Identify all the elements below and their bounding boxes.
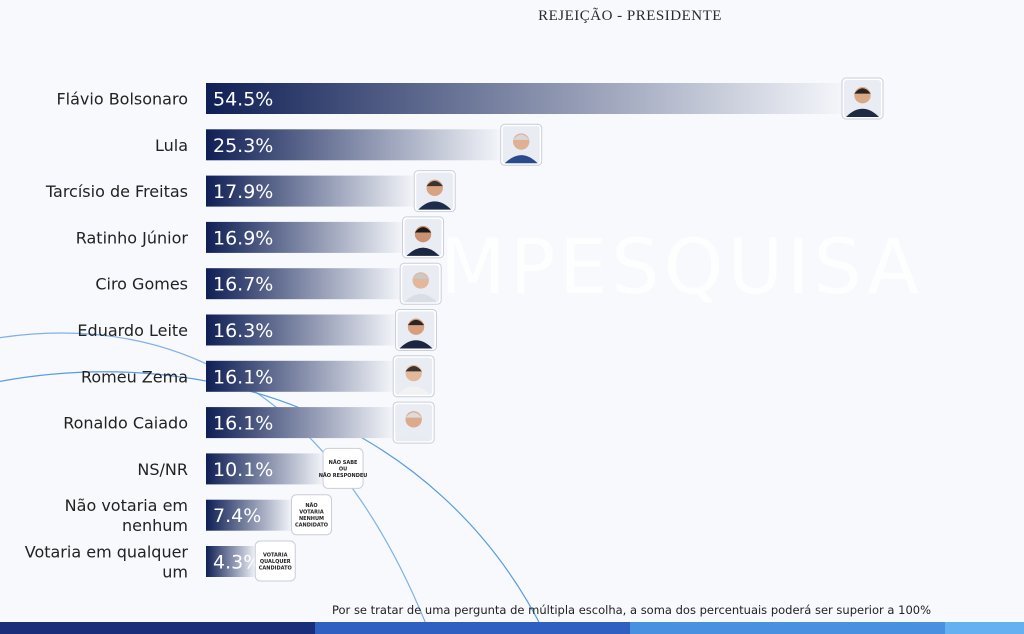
- category-label: Ciro Gomes: [95, 275, 188, 294]
- category-label: Votaria em qualquer um: [25, 543, 189, 582]
- category-label: Não votaria em nenhum: [65, 496, 188, 535]
- bottom-bar-segment: [315, 622, 630, 634]
- data-label: 16.7%: [213, 274, 273, 296]
- bar: [206, 221, 404, 253]
- category-label: NS/NR: [137, 460, 188, 479]
- category-label: Romeu Zema: [81, 367, 188, 386]
- bottom-bar-segment: [0, 622, 315, 634]
- data-label: 17.9%: [213, 181, 273, 203]
- data-label: 7.4%: [213, 505, 261, 527]
- data-label: 10.1%: [213, 459, 273, 481]
- category-label: Ratinho Júnior: [76, 228, 189, 247]
- badge-text: NÃO RESPONDEU: [319, 472, 368, 479]
- candidate-photo: [413, 170, 456, 213]
- bar: [206, 268, 402, 300]
- watermark: MPESQUISA: [440, 222, 924, 311]
- badge-text: NENHUM: [299, 516, 324, 522]
- footnote: Por se tratar de uma pergunta de múltipl…: [332, 603, 931, 617]
- bottom-color-bar: [0, 622, 1024, 634]
- bar: [206, 360, 395, 392]
- badge-text: NÃO SABE: [329, 459, 358, 466]
- badge-text: CANDIDATO: [295, 523, 328, 529]
- candidate-photo: [395, 309, 438, 351]
- chart-title: REJEIÇÃO - PRESIDENTE: [538, 8, 722, 24]
- badge-text: VOTARIA: [299, 509, 324, 515]
- badge-text: QUALQUER: [260, 559, 291, 565]
- bottom-bar-segment: [945, 622, 1024, 634]
- data-label: 16.3%: [213, 320, 273, 342]
- data-label: 16.9%: [213, 227, 273, 249]
- category-label: Lula: [155, 136, 188, 155]
- bar: [206, 546, 257, 577]
- category-label: Flávio Bolsonaro: [56, 90, 188, 109]
- candidate-photo: [392, 355, 435, 398]
- bar: [206, 314, 397, 346]
- bar: [206, 407, 395, 439]
- data-label: 16.1%: [213, 366, 273, 388]
- bar: [206, 499, 293, 531]
- candidate-photo: [500, 123, 543, 166]
- data-label: 54.5%: [213, 89, 273, 111]
- data-label: 16.1%: [213, 413, 273, 435]
- badge-text: VOTARIA: [263, 552, 288, 558]
- bar: [206, 453, 325, 485]
- bottom-bar-segment: [630, 622, 945, 634]
- bar: [206, 175, 416, 207]
- data-label: 4.3%: [213, 552, 261, 574]
- candidate-photo: [402, 216, 445, 259]
- bar: [206, 83, 843, 114]
- data-label: 25.3%: [213, 135, 273, 157]
- candidate-photo: [392, 401, 435, 444]
- bar: [206, 129, 502, 161]
- category-label: Eduardo Leite: [77, 321, 188, 340]
- candidate-photo: [841, 77, 884, 120]
- badge-text: OU: [339, 466, 347, 472]
- badge-text: NÃO: [305, 502, 317, 509]
- candidate-photo: [399, 262, 442, 305]
- category-label: Ronaldo Caiado: [63, 414, 188, 433]
- badge-text: CANDIDATO: [259, 566, 292, 572]
- category-label: Tarcísio de Freitas: [45, 182, 188, 201]
